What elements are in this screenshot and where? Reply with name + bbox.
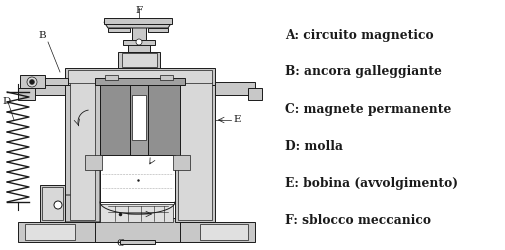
Polygon shape (95, 218, 180, 242)
Polygon shape (122, 53, 157, 67)
Polygon shape (65, 68, 215, 85)
Polygon shape (65, 170, 100, 222)
Text: B: ancora galleggiante: B: ancora galleggiante (285, 66, 442, 78)
Text: F: sblocco meccanico: F: sblocco meccanico (285, 214, 431, 226)
Polygon shape (30, 78, 68, 85)
Polygon shape (148, 28, 168, 32)
Polygon shape (104, 22, 172, 28)
Polygon shape (105, 75, 118, 80)
Polygon shape (213, 82, 255, 95)
Polygon shape (30, 82, 70, 95)
Polygon shape (40, 185, 65, 222)
Polygon shape (70, 82, 95, 220)
Text: D: molla: D: molla (285, 140, 343, 152)
Polygon shape (128, 43, 150, 52)
Polygon shape (85, 155, 102, 170)
Polygon shape (95, 78, 185, 85)
Circle shape (54, 201, 62, 209)
Polygon shape (65, 80, 100, 222)
Polygon shape (200, 224, 248, 240)
Polygon shape (42, 187, 63, 220)
Text: E: E (233, 116, 240, 124)
Circle shape (136, 39, 142, 45)
Polygon shape (130, 85, 148, 155)
Polygon shape (123, 40, 155, 45)
Text: A: A (155, 146, 163, 154)
Text: C: magnete permanente: C: magnete permanente (285, 102, 451, 116)
Polygon shape (20, 75, 45, 88)
Polygon shape (108, 28, 130, 32)
Polygon shape (132, 95, 146, 140)
Polygon shape (100, 155, 175, 202)
Polygon shape (25, 224, 75, 240)
Polygon shape (148, 85, 180, 160)
Polygon shape (18, 88, 35, 100)
Text: C: C (116, 239, 124, 248)
Polygon shape (175, 80, 215, 222)
Polygon shape (248, 88, 262, 100)
Circle shape (27, 77, 37, 87)
Text: F: F (135, 6, 142, 15)
Polygon shape (120, 240, 155, 244)
Text: D: D (2, 98, 10, 106)
Polygon shape (178, 82, 212, 220)
Polygon shape (132, 22, 146, 40)
Polygon shape (104, 18, 172, 24)
Text: A: circuito magnetico: A: circuito magnetico (285, 28, 434, 42)
Text: E: bobina (avvolgimento): E: bobina (avvolgimento) (285, 176, 459, 190)
Polygon shape (118, 52, 160, 68)
Polygon shape (68, 70, 212, 83)
Polygon shape (173, 155, 190, 170)
Text: B: B (38, 31, 46, 40)
Polygon shape (160, 75, 173, 80)
Polygon shape (100, 85, 130, 160)
Bar (100, 204, 173, 222)
Polygon shape (18, 222, 255, 242)
Circle shape (29, 80, 34, 84)
